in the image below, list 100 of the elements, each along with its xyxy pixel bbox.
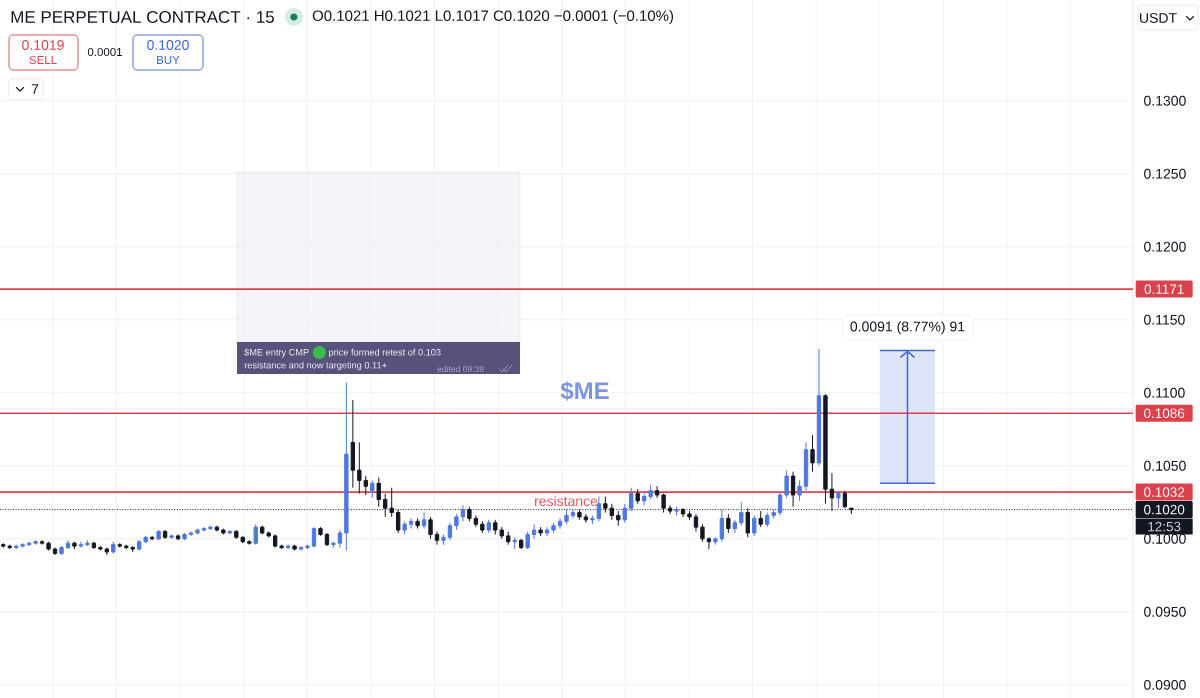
candlestick <box>272 533 278 549</box>
candlestick <box>331 541 336 549</box>
annotation: price formed retest of 0.103 <box>329 348 441 358</box>
candlestick <box>350 399 356 489</box>
candlestick <box>227 529 233 535</box>
candlestick <box>836 490 841 509</box>
candlestick <box>486 519 491 534</box>
candlestick <box>777 491 783 516</box>
annotation: edited 09:39 <box>437 365 484 373</box>
candlestick <box>59 545 64 556</box>
candlestick <box>726 513 731 534</box>
candlestick <box>428 516 433 540</box>
candlestick <box>415 517 420 530</box>
candlestick <box>544 526 550 537</box>
candlestick <box>518 538 524 550</box>
ref-line-label: 0.1171 <box>1144 284 1184 294</box>
candlestick <box>156 529 161 541</box>
y-tick-label: 0.1000 <box>1144 533 1186 544</box>
candlestick <box>72 541 77 550</box>
candlestick <box>434 531 440 546</box>
candlestick <box>292 544 297 551</box>
y-tick-label: 0.1250 <box>1144 168 1186 179</box>
candlestick <box>674 506 679 516</box>
candlestick <box>395 509 401 534</box>
candlestick <box>784 469 789 499</box>
candlestick <box>454 513 459 531</box>
candlestick <box>713 536 718 546</box>
candlestick <box>816 348 822 467</box>
y-tick-label: 0.1050 <box>1144 460 1186 471</box>
candlestick <box>531 523 537 540</box>
candlestick <box>104 547 110 556</box>
candlestick <box>214 525 220 533</box>
candlestick <box>706 536 712 550</box>
candlestick <box>175 533 181 541</box>
annotation: 0.0001 <box>87 47 123 57</box>
y-tick-label: 0.1150 <box>1144 314 1185 325</box>
y-tick-label: 0.0950 <box>1144 606 1186 617</box>
candlestick <box>421 512 427 530</box>
candlestick <box>583 513 589 524</box>
annotation: resistance <box>535 495 598 507</box>
candlestick <box>525 531 530 550</box>
candlestick <box>370 479 375 499</box>
ref-line-label: 0.1086 <box>1144 408 1185 419</box>
candlestick <box>797 479 802 502</box>
text: 12:53 <box>1148 521 1181 532</box>
candlestick <box>91 541 97 550</box>
candlestick <box>408 517 414 530</box>
candlestick <box>188 531 194 537</box>
ref-line-label: 0.1032 <box>1144 487 1185 497</box>
candlestick <box>732 519 738 534</box>
candlestick <box>149 535 155 541</box>
candlestick <box>402 520 407 535</box>
candlestick <box>441 533 446 546</box>
candlestick <box>26 541 32 547</box>
candlestick <box>279 544 284 550</box>
candlestick <box>506 531 511 546</box>
text: O0.1021 H0.1021 L0.1017 C0.1020 −0.0001 (−0.10%) <box>312 10 674 24</box>
candlestick <box>33 539 38 546</box>
annotation: SELL <box>29 55 57 65</box>
candlestick <box>298 545 304 551</box>
candlestick <box>78 541 84 549</box>
candlestick <box>693 513 699 533</box>
candlestick <box>305 544 310 550</box>
candlestick <box>337 529 343 549</box>
candlestick <box>739 501 744 527</box>
candlestick <box>577 509 582 521</box>
candlestick <box>810 434 815 473</box>
candlestick <box>201 526 207 533</box>
candlestick <box>247 539 252 546</box>
text: USDT <box>1140 13 1177 23</box>
candlestick <box>65 539 71 550</box>
candlestick <box>460 504 466 522</box>
candlestick <box>473 514 479 528</box>
annotation: 7 <box>31 84 39 94</box>
candlestick <box>790 471 796 508</box>
y-tick-label: 0.0900 <box>1144 679 1186 690</box>
annotation: resistance and now targeting 0.11+ <box>244 361 387 371</box>
candlestick <box>208 525 213 531</box>
legend-label: 0.0091 (8.77%) 91 <box>850 321 965 335</box>
candlestick <box>182 532 187 541</box>
candlestick <box>823 393 828 505</box>
candlestick <box>616 510 621 527</box>
candlestick <box>758 510 763 528</box>
candlestick <box>480 520 485 534</box>
candlestick <box>700 523 705 543</box>
candlestick <box>570 509 576 519</box>
candlestick <box>318 526 323 537</box>
candlestick <box>52 547 58 556</box>
candlestick <box>376 476 381 508</box>
annotation: 0.1020 <box>147 40 189 50</box>
ref-line-label: 0.1020 <box>1144 504 1185 515</box>
candlestick <box>557 517 563 530</box>
candlestick <box>169 533 174 540</box>
y-tick-label: 0.1200 <box>1144 241 1186 252</box>
chart-title: ME PERPETUAL CONTRACT · 15 <box>11 10 274 24</box>
candlestick <box>512 536 517 550</box>
candlestick <box>719 509 725 543</box>
candlestick <box>117 542 122 549</box>
annotation: 0.1019 <box>22 40 64 50</box>
candlestick <box>564 509 569 525</box>
